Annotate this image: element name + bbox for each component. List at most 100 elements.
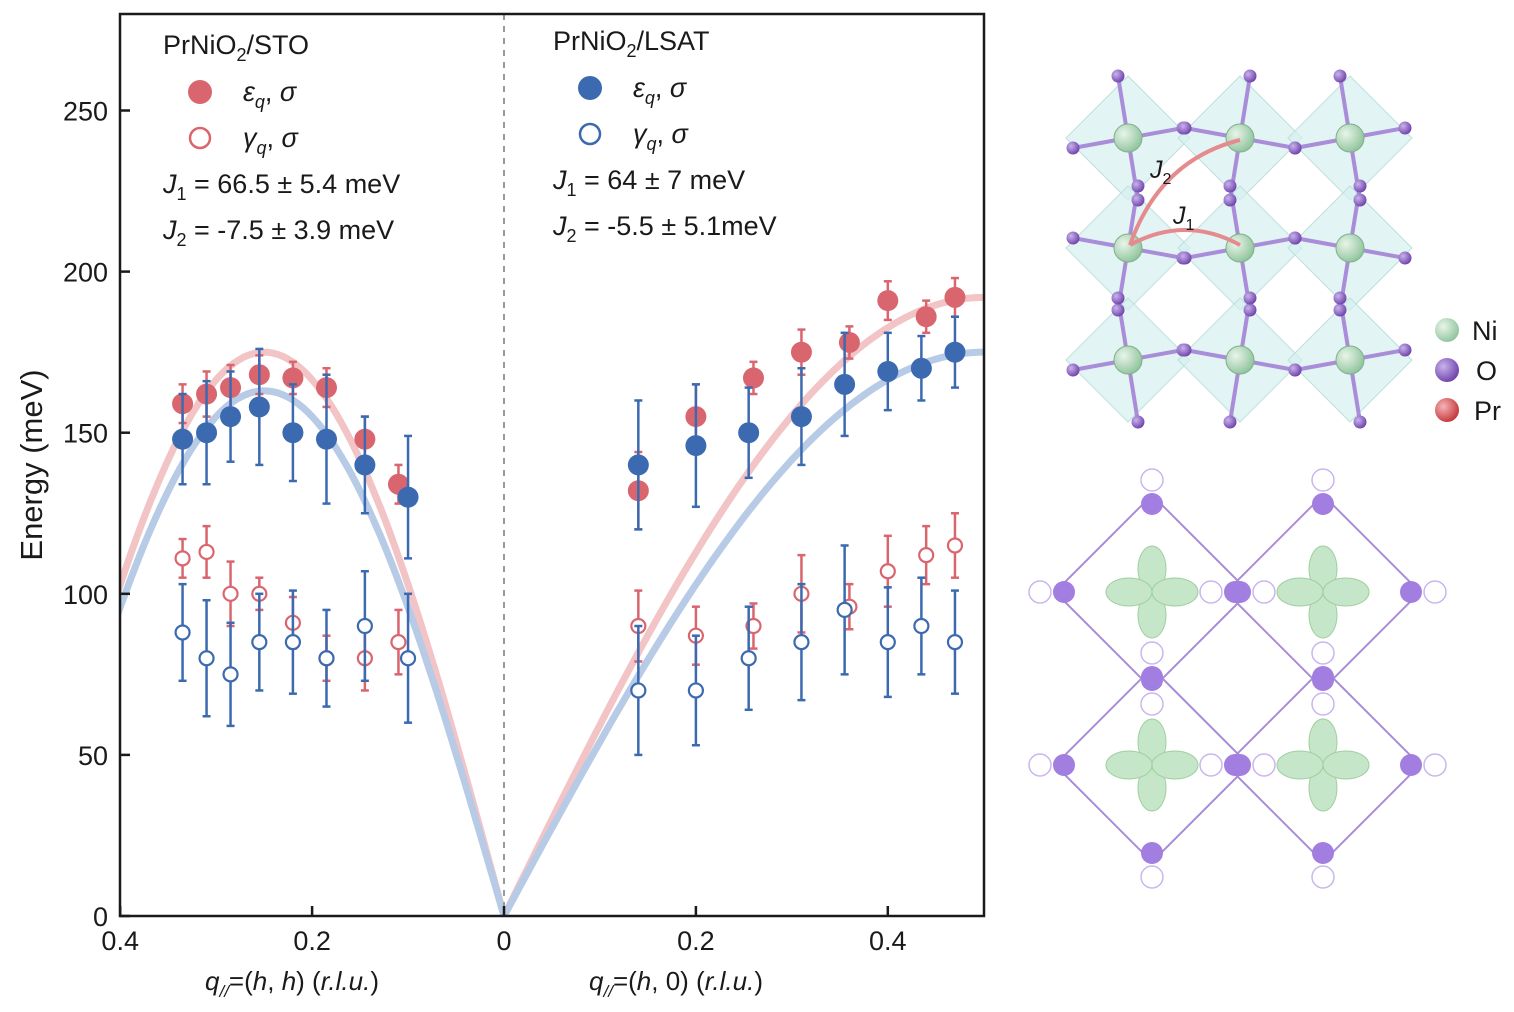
o-p-lobe-open [1028, 580, 1052, 604]
o-p-lobe-open [1311, 468, 1335, 492]
oxygen-atom [1066, 231, 1080, 245]
data-point-open [740, 650, 757, 667]
o-legend-label: O [1476, 356, 1497, 386]
data-point-open [222, 585, 239, 602]
data-point [790, 406, 812, 428]
series-left-sto-open [174, 524, 407, 692]
o-p-lobe-open [1199, 753, 1223, 777]
ni-dx2y2-lobe [1151, 577, 1199, 607]
data-point [397, 486, 419, 508]
data-point [172, 428, 194, 450]
data-point-open [198, 650, 215, 667]
x-axis-label-left: q//=(h, h) (r.l.u.) [205, 966, 379, 1001]
o-p-lobe [1224, 581, 1246, 603]
legend-left-open-marker [188, 126, 212, 150]
x-tick-label: 0.4 [869, 926, 907, 956]
oxygen-atom [1131, 179, 1145, 193]
oxygen-atom [1288, 231, 1302, 245]
oxygen-atom [1178, 121, 1192, 135]
oxygen-atom [1066, 363, 1080, 377]
j2-path [1128, 138, 1241, 246]
j2-label: J2 [1149, 156, 1172, 188]
oxygen-atom [1243, 291, 1257, 305]
o-p-lobe-open [1311, 641, 1335, 665]
o-p-lobe-open [1140, 468, 1164, 492]
series-right-lsat-filled [627, 315, 966, 531]
data-point [282, 367, 304, 389]
oxygen-atom [1398, 251, 1412, 265]
o-p-lobe-open [1028, 753, 1052, 777]
ni-legend-marker [1435, 318, 1459, 342]
legend-right-j1: J1 = 64 ± 7 meV [552, 165, 745, 200]
legend-left-j2: J2 = -7.5 ± 3.9 meV [162, 215, 394, 250]
data-point [877, 360, 899, 382]
data-point [915, 306, 937, 328]
oxygen-atom [1333, 69, 1347, 83]
o-p-lobe-open [1252, 753, 1276, 777]
fit-curves [120, 293, 984, 916]
nickel-atom [1113, 123, 1143, 153]
o-p-lobe-open [1311, 692, 1335, 716]
oxygen-atom [1243, 69, 1257, 83]
legend-right-sample: PrNiO2/LSAT [553, 26, 710, 61]
oxygen-atom [1131, 415, 1145, 429]
legend-left: PrNiO2/STO εq, σ γq, σ J1 = 66.5 ± 5.4 m… [162, 30, 400, 250]
nickel-atom [1335, 123, 1365, 153]
data-point-open [174, 624, 191, 641]
y-axis-label: Energy (meV) [14, 369, 49, 560]
x-tick-label: 0 [496, 926, 511, 956]
o-p-lobe-open [1252, 580, 1276, 604]
data-point-open [946, 634, 964, 651]
o-p-lobe [1400, 581, 1422, 603]
ni-o-lattice-diagram [1065, 69, 1413, 429]
fit-curve-sto [120, 293, 984, 916]
oxygen-atom [1111, 291, 1125, 305]
data-point [944, 341, 966, 363]
data-point-open [390, 634, 407, 651]
fit-curve-lsat [120, 348, 984, 916]
data-point-open [284, 634, 302, 651]
oxygen-atom [1131, 193, 1145, 207]
nickel-atom [1335, 233, 1365, 263]
data-point [282, 422, 304, 444]
data-point [196, 422, 218, 444]
legend-right-filled-marker [578, 76, 602, 100]
data-point [220, 406, 242, 428]
y-tick-label: 50 [78, 741, 108, 771]
data-point-open [222, 666, 239, 683]
o-p-lobe-open [1423, 580, 1447, 604]
ni-dx2y2-lobe [1322, 750, 1370, 780]
atom-legend: Ni O Pr [1435, 316, 1501, 426]
data-point-open [687, 682, 705, 699]
data-point-open [399, 650, 417, 667]
x-axis-label-right: q//=(h, 0) (r.l.u.) [589, 966, 763, 1001]
oxygen-atom [1223, 179, 1237, 193]
data-point [738, 422, 760, 444]
data-point-open [913, 617, 930, 635]
data-point-open [879, 634, 896, 651]
data-point [742, 367, 764, 389]
pr-legend-label: Pr [1474, 396, 1501, 426]
ni-dx2y2-lobe [1276, 577, 1324, 607]
data-point [944, 286, 966, 308]
o-p-lobe [1312, 842, 1334, 864]
oxygen-atom [1223, 193, 1237, 207]
nickel-atom [1113, 233, 1143, 263]
legend-right-open-marker [578, 122, 602, 146]
data-point-open [251, 634, 268, 651]
data-point-open [879, 563, 896, 580]
legend-left-entry-2: γq, σ [243, 123, 300, 158]
ni-dx2y2-lobe [1151, 750, 1199, 780]
series-left-lsat-open [174, 569, 417, 728]
data-point-open [793, 634, 810, 651]
legend-right-entry-2: γq, σ [633, 119, 690, 154]
x-tick-label: 0.4 [101, 926, 139, 956]
data-marks [172, 276, 966, 757]
legend-right: PrNiO2/LSAT εq, σ γq, σ J1 = 64 ± 7 meV … [552, 26, 777, 246]
o-p-lobe [1141, 666, 1163, 688]
legend-left-sample: PrNiO2/STO [163, 30, 309, 65]
oxygen-atom [1111, 303, 1125, 317]
o-p-lobe-open [1140, 641, 1164, 665]
oxygen-atom [1398, 343, 1412, 357]
oxygen-atom [1353, 193, 1367, 207]
